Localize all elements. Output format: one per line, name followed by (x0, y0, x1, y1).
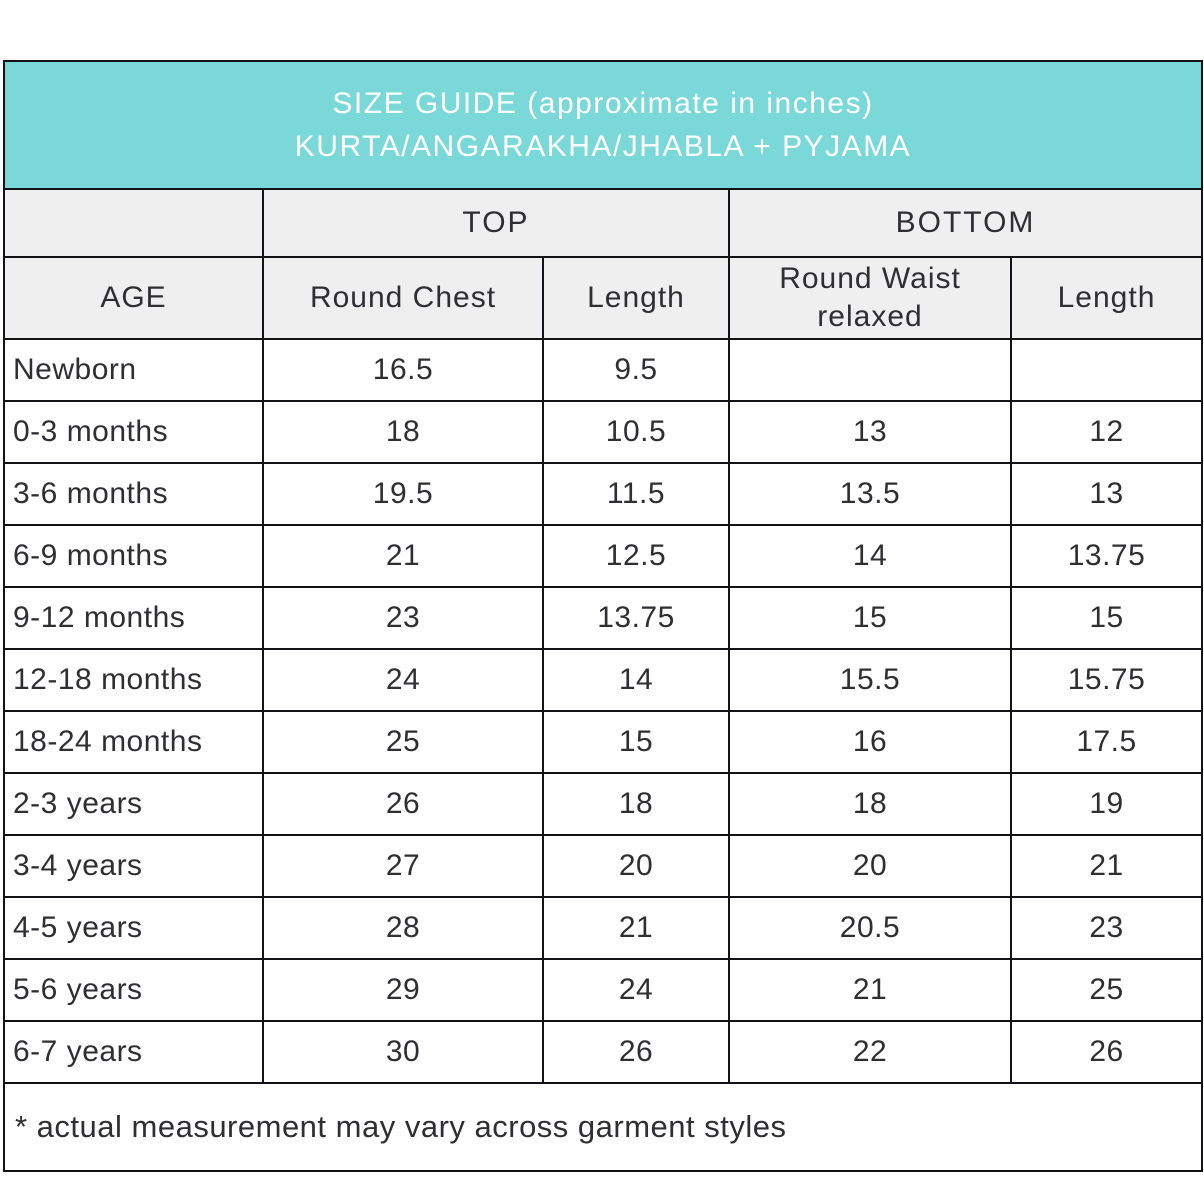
column-header-row: AGE Round Chest Length Round Waist relax… (3, 256, 1204, 340)
top-length-cell: 26 (542, 1020, 730, 1084)
bottom-length-cell: 21 (1009, 834, 1204, 898)
group-header-row: TOP BOTTOM (3, 188, 1204, 258)
bottom-length-cell: 13.75 (1009, 524, 1204, 588)
age-cell: 6-7 years (3, 1020, 264, 1084)
size-guide-banner: SIZE GUIDE (approximate in inches) KURTA… (2, 60, 1204, 190)
table-row: 4-5 years 28 21 20.5 23 (3, 896, 1204, 960)
top-length-cell: 13.75 (542, 586, 730, 650)
table-row: 9-12 months 23 13.75 15 15 (3, 586, 1204, 650)
banner-row: SIZE GUIDE (approximate in inches) KURTA… (2, 60, 1204, 190)
age-cell: 6-9 months (3, 524, 264, 588)
round-waist-cell: 13.5 (728, 462, 1012, 526)
age-cell: 3-6 months (3, 462, 264, 526)
bottom-length-cell: 26 (1009, 1020, 1204, 1084)
round-chest-cell: 25 (262, 710, 544, 774)
round-waist-column-header: Round Waist relaxed (728, 256, 1012, 340)
size-guide-table: SIZE GUIDE (approximate in inches) KURTA… (2, 60, 1204, 1172)
age-cell: 9-12 months (3, 586, 264, 650)
group-header-spacer (3, 188, 264, 258)
table-row: 3-6 months 19.5 11.5 13.5 13 (3, 462, 1204, 526)
table-row: 18-24 months 25 15 16 17.5 (3, 710, 1204, 774)
round-waist-cell: 22 (728, 1020, 1012, 1084)
table-row: Newborn 16.5 9.5 (3, 338, 1204, 402)
bottom-length-cell: 15 (1009, 586, 1204, 650)
footnote-row: * actual measurement may vary across gar… (2, 1082, 1204, 1172)
age-cell: 0-3 months (3, 400, 264, 464)
bottom-length-cell: 12 (1009, 400, 1204, 464)
round-waist-cell: 20.5 (728, 896, 1012, 960)
round-chest-cell: 28 (262, 896, 544, 960)
age-cell: 5-6 years (3, 958, 264, 1022)
bottom-length-cell: 15.75 (1009, 648, 1204, 712)
round-waist-cell: 13 (728, 400, 1012, 464)
bottom-group-header: BOTTOM (727, 188, 1204, 258)
bottom-length-cell (1009, 338, 1204, 402)
size-guide-page: SIZE GUIDE (approximate in inches) KURTA… (2, 60, 1204, 1172)
round-waist-cell (728, 338, 1012, 402)
top-length-cell: 12.5 (542, 524, 730, 588)
age-cell: 12-18 months (3, 648, 264, 712)
bottom-length-cell: 13 (1009, 462, 1204, 526)
top-length-cell: 18 (542, 772, 730, 836)
age-cell: 18-24 months (3, 710, 264, 774)
top-length-cell: 11.5 (542, 462, 730, 526)
table-row: 6-9 months 21 12.5 14 13.75 (3, 524, 1204, 588)
age-cell: 4-5 years (3, 896, 264, 960)
banner-title-line1: SIZE GUIDE (approximate in inches) (332, 87, 874, 120)
top-length-cell: 15 (542, 710, 730, 774)
top-length-cell: 24 (542, 958, 730, 1022)
round-chest-cell: 26 (262, 772, 544, 836)
round-chest-cell: 23 (262, 586, 544, 650)
round-chest-cell: 18 (262, 400, 544, 464)
round-chest-cell: 30 (262, 1020, 544, 1084)
round-waist-cell: 14 (728, 524, 1012, 588)
round-chest-cell: 24 (262, 648, 544, 712)
table-row: 2-3 years 26 18 18 19 (3, 772, 1204, 836)
round-waist-cell: 21 (728, 958, 1012, 1022)
age-cell: 3-4 years (3, 834, 264, 898)
top-length-cell: 9.5 (542, 338, 730, 402)
age-cell: 2-3 years (3, 772, 264, 836)
bottom-length-cell: 23 (1009, 896, 1204, 960)
round-waist-cell: 16 (728, 710, 1012, 774)
round-waist-cell: 15.5 (728, 648, 1012, 712)
round-chest-cell: 29 (262, 958, 544, 1022)
top-length-cell: 20 (542, 834, 730, 898)
round-waist-cell: 20 (728, 834, 1012, 898)
age-cell: Newborn (3, 338, 264, 402)
table-row: 5-6 years 29 24 21 25 (3, 958, 1204, 1022)
table-row: 3-4 years 27 20 20 21 (3, 834, 1204, 898)
round-chest-cell: 21 (262, 524, 544, 588)
round-waist-cell: 18 (728, 772, 1012, 836)
round-chest-cell: 16.5 (262, 338, 544, 402)
table-row: 6-7 years 30 26 22 26 (3, 1020, 1204, 1084)
bottom-length-column-header: Length (1009, 256, 1204, 340)
age-column-header: AGE (3, 256, 264, 340)
bottom-length-cell: 17.5 (1009, 710, 1204, 774)
top-length-cell: 10.5 (542, 400, 730, 464)
round-waist-cell: 15 (728, 586, 1012, 650)
banner-title-line2: KURTA/ANGARAKHA/JHABLA + PYJAMA (294, 130, 912, 163)
round-chest-column-header: Round Chest (262, 256, 544, 340)
bottom-length-cell: 19 (1009, 772, 1204, 836)
table-row: 0-3 months 18 10.5 13 12 (3, 400, 1204, 464)
top-length-column-header: Length (542, 256, 730, 340)
table-row: 12-18 months 24 14 15.5 15.75 (3, 648, 1204, 712)
round-chest-cell: 19.5 (262, 462, 544, 526)
top-length-cell: 14 (542, 648, 730, 712)
round-chest-cell: 27 (262, 834, 544, 898)
bottom-length-cell: 25 (1009, 958, 1204, 1022)
footnote: * actual measurement may vary across gar… (2, 1082, 1204, 1172)
top-length-cell: 21 (542, 896, 730, 960)
top-group-header: TOP (262, 188, 730, 258)
